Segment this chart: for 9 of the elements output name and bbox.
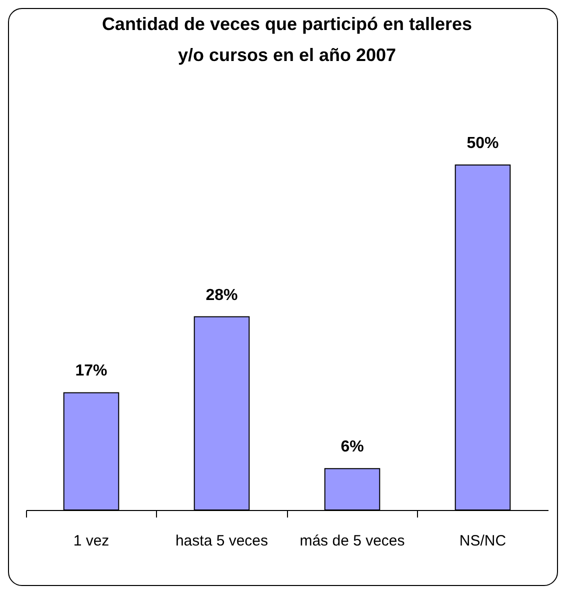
data-label: 50% <box>466 135 499 152</box>
data-label: 6% <box>340 438 364 456</box>
x-tick-label: más de 5 veces <box>300 532 405 550</box>
data-label: 28% <box>206 286 238 304</box>
chart-title: Cantidad de veces que participó en talleres y/o cursos en el año 2007 <box>102 14 472 65</box>
x-tick-label: 1 vez <box>73 532 110 550</box>
x-tick-label: NS/NC <box>459 532 506 550</box>
data-label: 17% <box>75 362 108 380</box>
x-tick-label: hasta 5 veces <box>175 532 268 550</box>
